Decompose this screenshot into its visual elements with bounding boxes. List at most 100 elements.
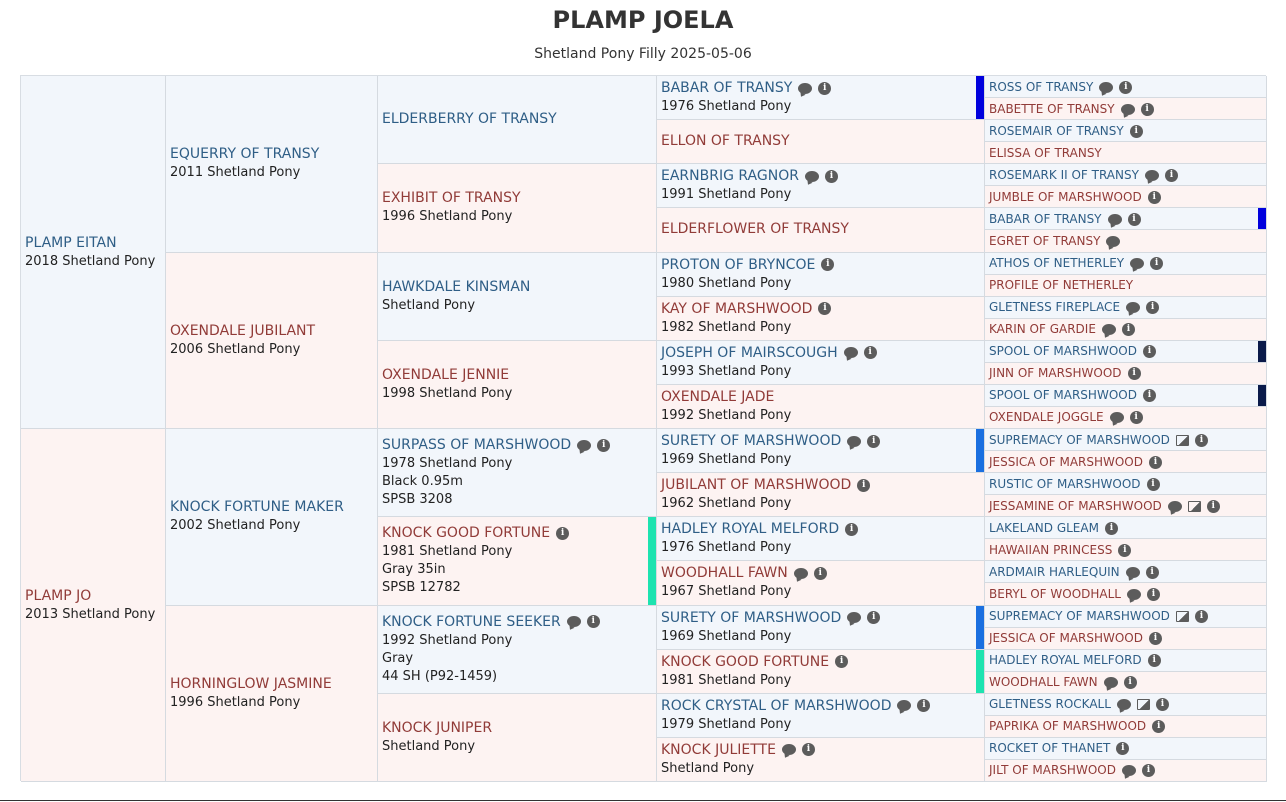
comment-icon[interactable] xyxy=(1103,677,1118,689)
horse-name-link[interactable]: KNOCK JUNIPER xyxy=(382,719,493,736)
info-icon[interactable]: i xyxy=(1127,212,1141,226)
info-icon[interactable]: i xyxy=(1146,301,1160,315)
comment-icon[interactable] xyxy=(781,744,796,756)
info-icon[interactable]: i xyxy=(1194,610,1208,624)
horse-name-link[interactable]: JINN OF MARSHWOOD xyxy=(989,366,1122,381)
horse-name-link[interactable]: ROCK CRYSTAL OF MARSHWOOD xyxy=(661,697,892,714)
horse-name-link[interactable]: KNOCK FORTUNE MAKER xyxy=(170,499,344,516)
info-icon[interactable]: i xyxy=(1149,455,1162,469)
comment-icon[interactable] xyxy=(1106,235,1121,247)
horse-name-link[interactable]: LAKELAND GLEAM xyxy=(989,520,1099,535)
info-icon[interactable]: i xyxy=(1119,80,1133,94)
horse-name-link[interactable]: PROTON OF BRYNCOE xyxy=(661,256,816,273)
horse-name-link[interactable]: BABETTE OF TRANSY xyxy=(989,101,1115,116)
horse-name-link[interactable]: OXENDALE JUBILANT xyxy=(170,322,316,339)
horse-name-link[interactable]: BERYL OF WOODHALL xyxy=(989,586,1121,601)
horse-name-link[interactable]: JESSICA OF MARSHWOOD xyxy=(989,631,1143,646)
horse-name-link[interactable]: PROFILE OF NETHERLEY xyxy=(989,278,1134,293)
horse-name-link[interactable]: EGRET OF TRANSY xyxy=(989,233,1101,248)
info-icon[interactable]: i xyxy=(1194,433,1208,447)
horse-name-link[interactable]: HAWKDALE KINSMAN xyxy=(382,278,531,295)
info-icon[interactable]: i xyxy=(917,699,931,713)
image-icon[interactable] xyxy=(1136,699,1150,711)
info-icon[interactable]: i xyxy=(1121,323,1135,337)
horse-name-link[interactable]: JUMBLE OF MARSHWOOD xyxy=(989,189,1142,204)
info-icon[interactable]: i xyxy=(1142,389,1156,403)
comment-icon[interactable] xyxy=(798,82,813,94)
comment-icon[interactable] xyxy=(804,170,819,182)
info-icon[interactable]: i xyxy=(818,81,832,95)
comment-icon[interactable] xyxy=(1167,500,1182,512)
info-icon[interactable]: i xyxy=(1141,764,1155,778)
horse-name-link[interactable]: OXENDALE JADE xyxy=(661,388,775,405)
horse-name-link[interactable]: ELISSA OF TRANSY xyxy=(989,145,1102,160)
horse-name-link[interactable]: ROSEMARK II OF TRANSY xyxy=(989,167,1139,182)
horse-name-link[interactable]: GLETNESS ROCKALL xyxy=(989,697,1111,712)
horse-name-link[interactable]: ELLON OF TRANSY xyxy=(661,133,790,150)
info-icon[interactable]: i xyxy=(1140,102,1154,116)
info-icon[interactable]: i xyxy=(1164,168,1178,182)
horse-name-link[interactable]: KARIN OF GARDIE xyxy=(989,322,1096,337)
horse-name-link[interactable]: SURETY OF MARSHWOOD xyxy=(661,609,842,626)
horse-name-link[interactable]: KNOCK GOOD FORTUNE xyxy=(661,653,830,670)
comment-icon[interactable] xyxy=(1126,302,1141,314)
info-icon[interactable]: i xyxy=(821,258,835,272)
horse-name-link[interactable]: ELDERFLOWER OF TRANSY xyxy=(661,221,849,238)
info-icon[interactable]: i xyxy=(586,615,600,629)
comment-icon[interactable] xyxy=(1120,103,1135,115)
horse-name-link[interactable]: OXENDALE JOGGLE xyxy=(989,410,1104,425)
comment-icon[interactable] xyxy=(847,612,862,624)
horse-name-link[interactable]: RUSTIC OF MARSHWOOD xyxy=(989,476,1141,491)
horse-name-link[interactable]: ROCKET OF THANET xyxy=(989,741,1111,756)
horse-name-link[interactable]: ARDMAIR HARLEQUIN xyxy=(989,564,1120,579)
info-icon[interactable]: i xyxy=(1146,477,1160,491)
info-icon[interactable]: i xyxy=(867,611,881,625)
horse-name-link[interactable]: PAPRIKA OF MARSHWOOD xyxy=(989,719,1147,734)
horse-name-link[interactable]: ATHOS OF NETHERLEY xyxy=(989,256,1125,271)
horse-name-link[interactable]: SUPREMACY OF MARSHWOOD xyxy=(989,609,1170,624)
comment-icon[interactable] xyxy=(793,567,808,579)
info-icon[interactable]: i xyxy=(845,522,859,536)
info-icon[interactable]: i xyxy=(1123,676,1137,690)
horse-name-link[interactable]: OXENDALE JENNIE xyxy=(382,366,510,383)
horse-name-link[interactable]: ELDERBERRY OF TRANSY xyxy=(382,111,557,128)
image-icon[interactable] xyxy=(1175,434,1189,446)
info-icon[interactable]: i xyxy=(1129,411,1143,425)
horse-name-link[interactable]: EARNBRIG RAGNOR xyxy=(661,168,799,185)
horse-name-link[interactable]: HADLEY ROYAL MELFORD xyxy=(661,521,840,538)
info-icon[interactable]: i xyxy=(813,566,827,580)
comment-icon[interactable] xyxy=(577,439,592,451)
horse-name-link[interactable]: JOSEPH OF MAIRSCOUGH xyxy=(661,344,838,361)
horse-name-link[interactable]: EXHIBIT OF TRANSY xyxy=(382,190,521,207)
image-icon[interactable] xyxy=(1187,500,1201,512)
comment-icon[interactable] xyxy=(1121,765,1136,777)
horse-name-link[interactable]: PLAMP JO xyxy=(25,587,92,604)
horse-name-link[interactable]: SURPASS OF MARSHWOOD xyxy=(382,437,572,454)
info-icon[interactable]: i xyxy=(1116,742,1130,756)
info-icon[interactable]: i xyxy=(1118,543,1132,557)
comment-icon[interactable] xyxy=(1130,258,1145,270)
info-icon[interactable]: i xyxy=(1150,257,1164,271)
horse-name-link[interactable]: HADLEY ROYAL MELFORD xyxy=(989,653,1142,668)
comment-icon[interactable] xyxy=(847,435,862,447)
horse-name-link[interactable]: ROSS OF TRANSY xyxy=(989,79,1094,94)
horse-name-link[interactable]: SPOOL OF MARSHWOOD xyxy=(989,344,1137,359)
horse-name-link[interactable]: KNOCK GOOD FORTUNE xyxy=(382,525,551,542)
info-icon[interactable]: i xyxy=(1155,698,1169,712)
info-icon[interactable]: i xyxy=(835,655,849,669)
info-icon[interactable]: i xyxy=(1206,499,1220,513)
horse-name-link[interactable]: KAY OF MARSHWOOD xyxy=(661,300,813,317)
comment-icon[interactable] xyxy=(1099,81,1114,93)
image-icon[interactable] xyxy=(1175,611,1189,623)
info-icon[interactable]: i xyxy=(1147,190,1161,204)
comment-icon[interactable] xyxy=(1107,213,1122,225)
info-icon[interactable]: i xyxy=(863,346,877,360)
horse-name-link[interactable]: KNOCK JULIETTE xyxy=(661,741,776,758)
horse-name-link[interactable]: SPOOL OF MARSHWOOD xyxy=(989,388,1137,403)
comment-icon[interactable] xyxy=(1144,169,1159,181)
horse-name-link[interactable]: SUPREMACY OF MARSHWOOD xyxy=(989,432,1170,447)
comment-icon[interactable] xyxy=(566,616,581,628)
comment-icon[interactable] xyxy=(843,347,858,359)
horse-name-link[interactable]: EQUERRY OF TRANSY xyxy=(170,146,320,163)
horse-name-link[interactable]: SURETY OF MARSHWOOD xyxy=(661,433,842,450)
